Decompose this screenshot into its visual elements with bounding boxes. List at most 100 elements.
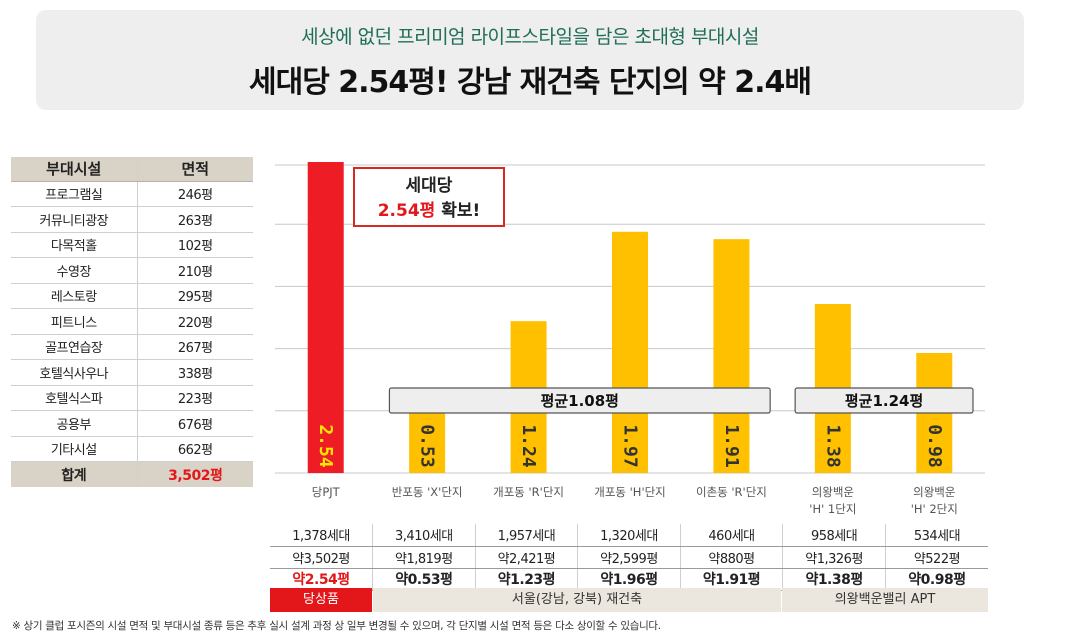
- stats-households-cell: 460세대: [680, 524, 784, 547]
- facility-row: 기타시설 662평: [11, 436, 253, 462]
- facilities-table: 부대시설 면적 프로그램실 246평 커뮤니티광장 263평 다목적홀 102평 수영장 21…: [11, 157, 253, 487]
- stats-per-household-cell: 약0.98평: [885, 568, 988, 591]
- bar-value-label: 1.97: [620, 424, 641, 467]
- facility-row: 호텔식사우나 338평: [11, 359, 253, 386]
- bar-value-label: 0.98: [924, 424, 945, 467]
- stats-per-household-cell: 약2.54평: [270, 568, 374, 591]
- stats-per-household-cell: 약1.96평: [577, 568, 681, 591]
- facility-area: 210평: [137, 257, 253, 284]
- bar: [612, 231, 648, 473]
- stats-households-cell: 3,410세대: [372, 524, 476, 547]
- facility-area: 263평: [137, 206, 253, 233]
- callout-rest: 확보!: [435, 201, 480, 221]
- category-label: 의왕백운: [913, 485, 955, 499]
- group-label-uiwang: 의왕백운밸리 APT: [782, 588, 988, 612]
- facility-area: 246평: [137, 181, 253, 207]
- facility-area: 102평: [137, 232, 253, 258]
- bar-value-label: 1.24: [518, 424, 539, 468]
- stats-total-area-cell: 약3,502평: [270, 546, 374, 569]
- stats-households-cell: 1,320세대: [577, 524, 681, 547]
- facility-area: 295평: [137, 283, 253, 309]
- stats-total-area-cell: 약522평: [885, 546, 988, 569]
- callout-box: [353, 167, 505, 227]
- facility-name: 골프연습장: [11, 334, 138, 360]
- stats-per-household-cell: 약0.53평: [372, 568, 476, 591]
- stats-households-cell: 958세대: [782, 524, 886, 547]
- stats-total-area-cell: 약880평: [680, 546, 784, 569]
- category-label: 'H' 2단지: [911, 502, 958, 516]
- facility-name: 호텔식스파: [11, 385, 138, 411]
- facility-area: 676평: [137, 410, 253, 437]
- header-subtitle: 세상에 없던 프리미엄 라이프스타일을 담은 초대형 부대시설: [301, 26, 759, 48]
- average-box: [794, 387, 974, 414]
- category-label: 반포동 'X'단지: [392, 485, 463, 499]
- facilities-total-label: 합계: [11, 461, 138, 487]
- stats-per-household-cell: 약1.38평: [782, 568, 886, 591]
- stats-households-row: 1,378세대 3,410세대 1,957세대 1,320세대 460세대 958세대 53…: [270, 524, 988, 547]
- facility-row: 레스토랑 295평: [11, 283, 253, 309]
- facility-name: 공용부: [11, 410, 138, 437]
- callout-line1: 세대당: [406, 176, 453, 196]
- facility-area: 223평: [137, 385, 253, 411]
- facilities-header-row: 부대시설 면적: [11, 157, 253, 182]
- callout-highlight: 2.54평: [378, 201, 436, 221]
- facilities-total-row: 합계 3,502평: [11, 461, 253, 487]
- stats-per-household-cell: 약1.23평: [475, 568, 579, 591]
- bar: [307, 162, 344, 473]
- facility-name: 기타시설: [11, 436, 138, 462]
- facility-name: 프로그램실: [11, 181, 138, 207]
- stats-total-area-cell: 약2,599평: [577, 546, 681, 569]
- average-label: 평균1.08평: [541, 392, 619, 410]
- stats-per-household-cell: 약1.91평: [680, 568, 784, 591]
- stats-total-area-cell: 약2,421평: [475, 546, 579, 569]
- facilities-total-area: 3,502평: [137, 461, 253, 487]
- facility-area: 662평: [137, 436, 253, 462]
- category-label: 개포동 'R'단지: [493, 485, 564, 499]
- bar-value-label: 1.91: [721, 424, 742, 467]
- facility-row: 프로그램실 246평: [11, 181, 253, 207]
- stats-total-area-cell: 약1,326평: [782, 546, 886, 569]
- facility-row: 공용부 676평: [11, 410, 253, 437]
- stats-households-cell: 1,378세대: [270, 524, 374, 547]
- facilities-col-name: 부대시설: [11, 157, 138, 182]
- facility-row: 피트니스 220평: [11, 308, 253, 335]
- facility-name: 커뮤니티광장: [11, 206, 138, 233]
- stats-households-cell: 1,957세대: [475, 524, 579, 547]
- bar: [409, 408, 446, 473]
- facility-row: 호텔식스파 223평: [11, 385, 253, 411]
- bar-value-label: 0.53: [417, 424, 438, 467]
- facility-row: 커뮤니티광장 263평: [11, 206, 253, 233]
- category-label: 개포동 'H'단지: [594, 485, 666, 499]
- bar-value-label: 2.54: [315, 424, 336, 468]
- facilities-col-area: 면적: [137, 157, 253, 182]
- average-label: 평균1.24평: [845, 392, 923, 410]
- category-label: 당PJT: [312, 485, 341, 499]
- category-label: 이촌동 'R'단지: [696, 485, 767, 499]
- category-label: 의왕백운: [812, 485, 854, 499]
- facility-name: 호텔식사우나: [11, 359, 138, 386]
- facility-row: 골프연습장 267평: [11, 334, 253, 360]
- header-banner: 세상에 없던 프리미엄 라이프스타일을 담은 초대형 부대시설 세대당 2.54…: [36, 10, 1024, 110]
- facility-name: 다목적홀: [11, 232, 138, 258]
- stats-households-cell: 534세대: [885, 524, 988, 547]
- facility-row: 수영장 210평: [11, 257, 253, 284]
- stats-total-area-cell: 약1,819평: [372, 546, 476, 569]
- stats-total-area-row: 약3,502평 약1,819평 약2,421평 약2,599평 약880평 약1,326평…: [270, 546, 988, 569]
- group-label-own: 당상품: [270, 588, 372, 612]
- facility-name: 피트니스: [11, 308, 138, 335]
- group-label-seoul: 서울(강남, 강북) 재건축: [373, 588, 781, 612]
- facility-name: 레스토랑: [11, 283, 138, 309]
- stats-per-household-row: 약2.54평 약0.53평 약1.23평 약1.96평 약1.91평 약1.38평 약0.9…: [270, 568, 988, 591]
- facility-area: 267평: [137, 334, 253, 360]
- category-label: 'H' 1단지: [809, 502, 856, 516]
- callout-line2: 2.54평 확보!: [378, 201, 481, 221]
- stats-table: 1,378세대 3,410세대 1,957세대 1,320세대 460세대 958세대 53…: [270, 524, 988, 591]
- facility-area: 220평: [137, 308, 253, 335]
- facility-area: 338평: [137, 359, 253, 386]
- facility-name: 수영장: [11, 257, 138, 284]
- bar: [713, 239, 750, 473]
- average-box: [388, 387, 771, 414]
- facility-row: 다목적홀 102평: [11, 232, 253, 258]
- footnote: ※ 상기 클럽 포시즌의 시설 면적 및 부대시설 종류 등은 추후 실시 설계…: [12, 620, 661, 632]
